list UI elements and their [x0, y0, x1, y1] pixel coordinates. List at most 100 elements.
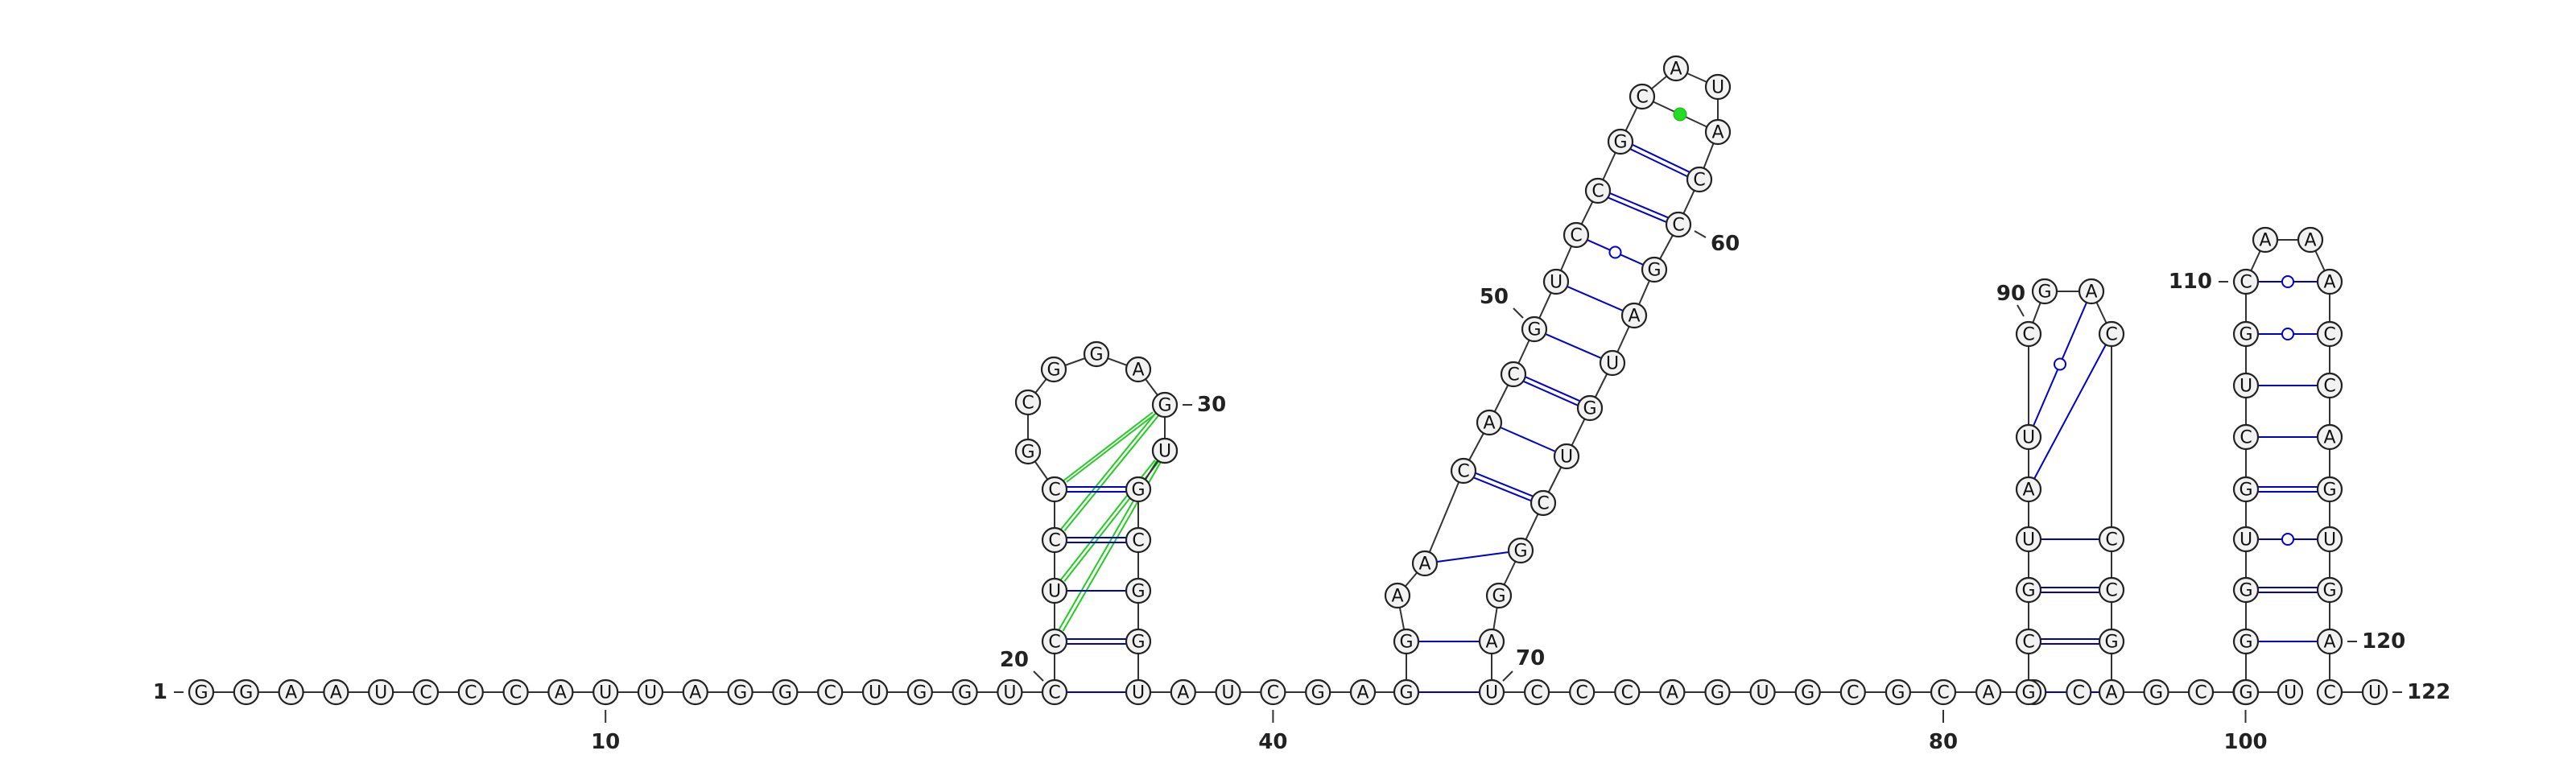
nucleotide-letter: U — [1550, 273, 1563, 293]
nucleotide: A — [1384, 582, 1411, 609]
nucleotide-letter: C — [1530, 683, 1542, 703]
nucleotide: A — [1476, 409, 1503, 436]
nucleotide-circle — [2015, 423, 2042, 451]
nucleotide: G — [2232, 628, 2260, 655]
nucleotide-letter: C — [419, 683, 431, 703]
nucleotide-circle — [1749, 678, 1776, 706]
nucleotide-circle — [1839, 678, 1866, 706]
wobble-pair-marker — [2281, 533, 2294, 546]
canonical-pair-line — [1608, 196, 1667, 223]
nucleotide-letter: C — [1570, 226, 1582, 246]
nucleotide-circle — [1151, 437, 1179, 464]
nucleotide: G — [1607, 128, 1634, 155]
position-label: 1 — [153, 680, 167, 704]
nucleotide-circle — [1014, 438, 1042, 465]
nucleotide: C — [2015, 320, 2042, 348]
position-label: 80 — [1929, 730, 1958, 754]
nucleotide-letter: U — [2240, 530, 2252, 551]
nucleotide-circle — [997, 678, 1023, 706]
nucleotide-letter: U — [374, 683, 387, 703]
position-label: 10 — [591, 730, 620, 754]
nucleotide-letter: U — [2022, 428, 2035, 448]
nucleotide-letter: G — [1492, 587, 1505, 607]
nucleotide-letter: G — [194, 683, 208, 703]
nucleotide: U — [2277, 678, 2304, 706]
nucleotide-circle — [2232, 678, 2260, 706]
nucleotide-letter: G — [2037, 283, 2051, 303]
nucleotide: U — [1041, 577, 1068, 604]
nucleotide: G — [2015, 576, 2042, 604]
nucleotide-letter: C — [1267, 683, 1279, 703]
nucleotide: A — [2316, 628, 2343, 655]
nucleotide: C — [1041, 628, 1068, 655]
nucleotide-circle — [817, 678, 844, 706]
position-tick — [2017, 304, 2025, 317]
nucleotide: C — [1686, 166, 1713, 193]
position-tick — [1513, 307, 1524, 319]
nucleotide-circle — [1040, 356, 1067, 383]
nucleotide-circle — [1975, 678, 2002, 706]
nucleotide: U — [2232, 372, 2260, 399]
nucleotide: U — [592, 678, 619, 706]
nucleotide: G — [1083, 340, 1110, 368]
nucleotide-letter: U — [1132, 683, 1145, 703]
nucleotide-circle — [2015, 628, 2042, 655]
nucleotide-letter: G — [2239, 480, 2252, 501]
nucleotide-circle — [2066, 678, 2092, 706]
nucleotide-circle — [1553, 443, 1580, 470]
backbone-layer — [201, 68, 2375, 693]
nucleotide: G — [1576, 394, 1604, 422]
nucleotide: G — [2098, 628, 2125, 655]
nucleotide-letter: U — [2368, 683, 2381, 703]
nucleotide-circle — [1542, 268, 1570, 295]
nucleotide: A — [547, 678, 574, 706]
nucleotide-letter: C — [2105, 581, 2117, 601]
nucleotide-letter: C — [2022, 633, 2034, 653]
nucleotide-circle — [2232, 526, 2260, 553]
nucleotide-circle — [368, 678, 394, 706]
nucleotide-letter: C — [1022, 394, 1034, 414]
nucleotide-circle — [682, 678, 708, 706]
canonical-pair-line — [1632, 143, 1690, 173]
nucleotide: C — [2098, 320, 2125, 348]
nucleotide-letter: G — [1131, 480, 1145, 501]
nucleotide-circle — [1170, 678, 1196, 706]
nucleotide-letter: U — [1711, 78, 1724, 98]
nucleotide-circle — [1384, 582, 1411, 609]
nucleotide-circle — [2015, 678, 2042, 706]
nucleotide-letter: G — [913, 683, 927, 703]
nucleotide: A — [1170, 678, 1196, 706]
nucleotide: U — [2232, 526, 2260, 553]
nucleotide-letter: C — [1132, 531, 1144, 551]
nucleotide: A — [1125, 356, 1152, 383]
nucleotide-circle — [2232, 576, 2260, 604]
nucleotide-letter: A — [2323, 428, 2335, 448]
nucleotide: C — [2232, 268, 2260, 295]
position-label: 90 — [1996, 282, 2025, 306]
nucleotide-circle — [2232, 423, 2260, 451]
nucleotide-circle — [2015, 576, 2042, 604]
nucleotide-letter: G — [1158, 396, 1171, 416]
nucleotide: C — [1041, 526, 1068, 554]
nucleotide-letter: A — [1177, 683, 1189, 703]
nucleotide-circle — [1704, 118, 1732, 146]
nucleotide-letter: G — [778, 683, 792, 703]
wobble-pair-marker — [2281, 275, 2294, 288]
nucleotide: U — [1599, 349, 1626, 377]
nucleotide-circle — [233, 678, 259, 706]
nucleotide-circle — [1041, 577, 1068, 604]
nucleotide: U — [2015, 526, 2042, 553]
nucleotide-letter: U — [2022, 530, 2035, 551]
nucleotide-letter: C — [824, 683, 836, 703]
nucleotide-letter: G — [1311, 683, 1325, 703]
nucleotide-circle — [1485, 582, 1513, 609]
nucleotide: C — [2232, 423, 2260, 451]
canonical-pair-line — [1436, 551, 1509, 563]
nucleotide: C — [817, 678, 844, 706]
nucleotide: G — [906, 678, 933, 706]
nucleotide-letter: G — [2021, 683, 2035, 703]
nucleotide: U — [1125, 678, 1152, 706]
nucleotide: C — [1563, 221, 1590, 249]
nucleotide-letter: G — [2021, 581, 2035, 601]
nucleotide-letter: U — [869, 683, 881, 703]
